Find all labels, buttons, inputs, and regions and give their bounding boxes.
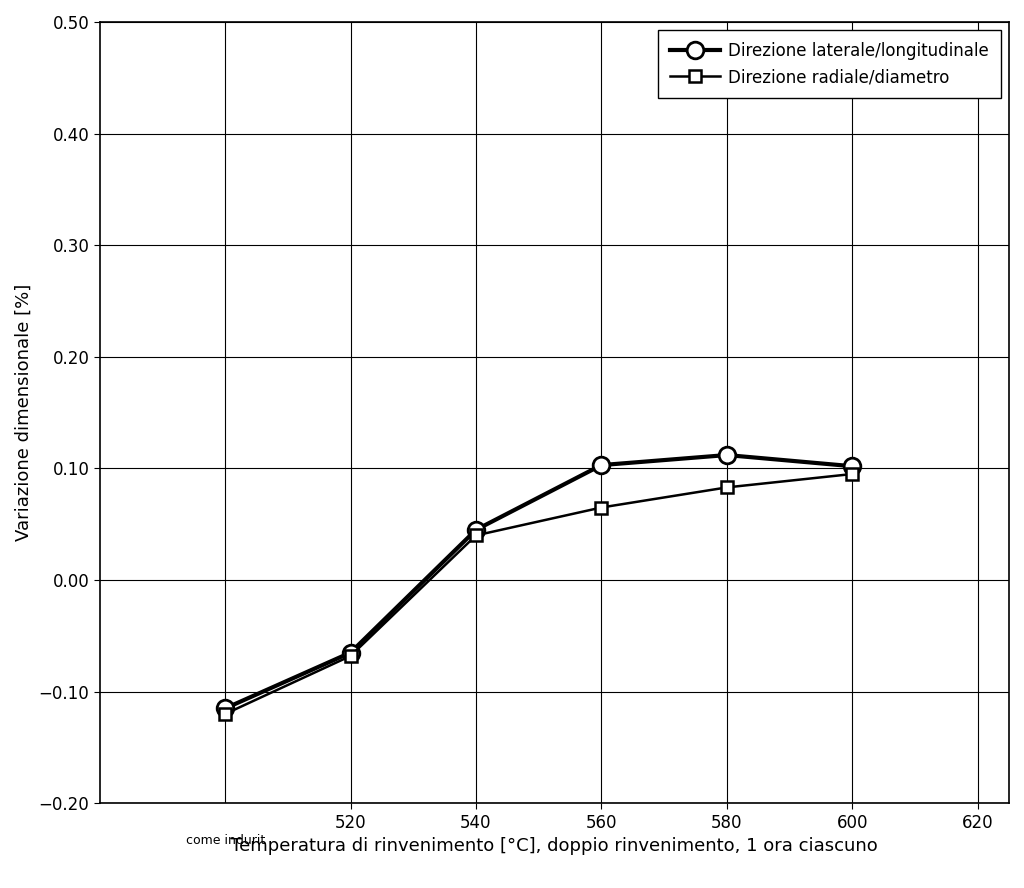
Y-axis label: Variazione dimensionale [%]: Variazione dimensionale [%] <box>15 284 33 542</box>
X-axis label: Temperatura di rinvenimento [°C], doppio rinvenimento, 1 ora ciascuno: Temperatura di rinvenimento [°C], doppio… <box>231 837 878 855</box>
Line: Direzione laterale/longitudinale: Direzione laterale/longitudinale <box>217 447 860 717</box>
Line: Direzione radiale/diametro: Direzione radiale/diametro <box>219 468 858 720</box>
Text: come indurit: come indurit <box>185 834 265 847</box>
Direzione radiale/diametro <box>595 503 607 513</box>
Direzione radiale/diametro <box>219 709 231 719</box>
Direzione laterale/longitudinale <box>219 703 231 714</box>
Legend: Direzione laterale/longitudinale, Direzione radiale/diametro: Direzione laterale/longitudinale, Direzi… <box>658 30 1000 98</box>
Direzione radiale/diametro <box>344 651 356 662</box>
Direzione laterale/longitudinale <box>721 449 733 460</box>
Direzione laterale/longitudinale <box>595 460 607 471</box>
Direzione radiale/diametro <box>846 469 858 480</box>
Direzione laterale/longitudinale <box>470 525 482 535</box>
Direzione laterale/longitudinale <box>846 461 858 472</box>
Direzione radiale/diametro <box>470 530 482 541</box>
Direzione laterale/longitudinale <box>344 647 356 658</box>
Direzione radiale/diametro <box>721 482 733 493</box>
